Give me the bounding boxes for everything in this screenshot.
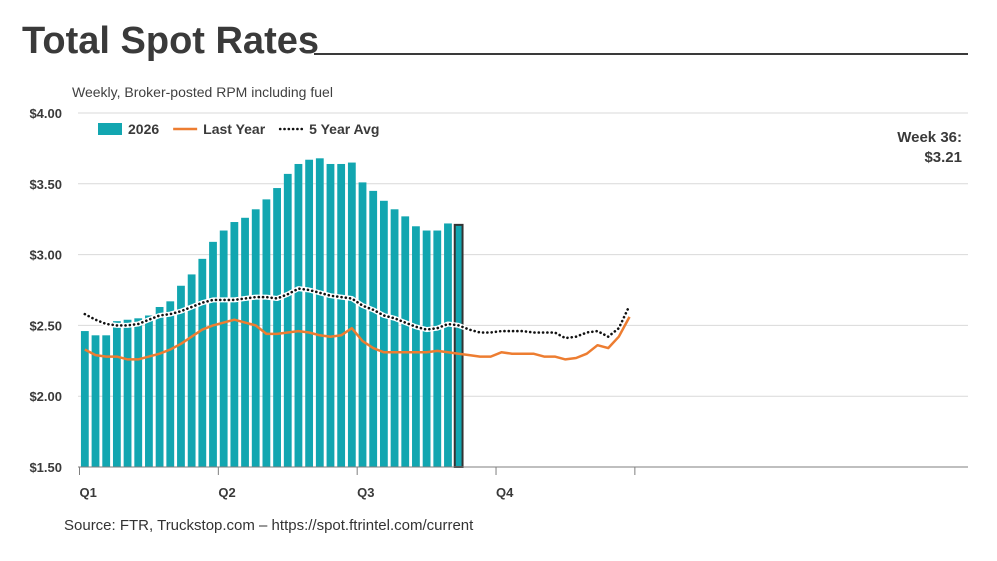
page-title: Total Spot Rates <box>22 20 319 62</box>
x-tick-label: Q1 <box>80 485 97 500</box>
bar-2026 <box>251 209 260 467</box>
bar-2026 <box>134 318 143 467</box>
bar-2026 <box>230 222 239 467</box>
y-tick-label: $3.50 <box>29 177 62 192</box>
bar-2026 <box>390 209 399 467</box>
x-tick-label: Q3 <box>357 485 374 500</box>
y-tick-label: $2.00 <box>29 389 62 404</box>
bar-2026 <box>412 226 420 467</box>
bar-2026-current-week <box>453 223 464 468</box>
y-tick-label: $1.50 <box>29 460 62 475</box>
y-tick-label: $3.00 <box>29 248 62 263</box>
source-note: Source: FTR, Truckstop.com – https://spo… <box>64 517 474 534</box>
bar-2026 <box>294 163 303 467</box>
x-tick-label: Q4 <box>496 485 514 500</box>
bar-2026 <box>91 335 100 467</box>
bar-2026 <box>337 163 346 467</box>
bar-2026 <box>112 321 121 467</box>
bar-2026 <box>401 216 410 467</box>
five-year-avg-line <box>83 287 631 340</box>
bar-2026 <box>273 188 281 467</box>
chart-subtitle: Weekly, Broker-posted RPM including fuel <box>72 84 333 100</box>
bar-2026 <box>347 162 356 467</box>
bar-2026 <box>145 315 153 467</box>
x-axis: Q1 Q2 Q3 Q4 <box>78 466 968 500</box>
bar-2026 <box>369 190 378 467</box>
bar-2026 <box>444 223 452 467</box>
series-lines <box>83 286 632 361</box>
bars-2026 <box>80 158 464 468</box>
legend[interactable]: 2026 Last Year 5 Year Avg <box>98 121 379 137</box>
legend-label-2026: 2026 <box>128 121 159 137</box>
bar-2026 <box>219 230 228 467</box>
legend-label-five-year-avg: 5 Year Avg <box>309 121 379 137</box>
bar-2026 <box>198 258 207 467</box>
bar-2026 <box>358 182 367 467</box>
bar-2026 <box>155 306 164 467</box>
bar-2026 <box>305 159 314 467</box>
bar-2026 <box>187 274 196 467</box>
annotation-week-label: Week 36: <box>897 129 962 146</box>
x-tick-label: Q2 <box>218 485 235 500</box>
bar-2026 <box>102 335 111 467</box>
y-tick-label: $4.00 <box>29 106 62 121</box>
title-underline <box>314 53 968 55</box>
legend-swatch-2026 <box>98 123 122 135</box>
bar-2026 <box>315 158 324 467</box>
legend-label-last-year: Last Year <box>203 121 266 137</box>
bar-2026 <box>80 331 89 467</box>
week-annotation: Week 36: $3.21 <box>897 129 962 166</box>
bar-2026 <box>209 241 217 467</box>
annotation-value-label: $3.21 <box>924 149 962 166</box>
bar-2026 <box>326 163 335 467</box>
y-tick-label: $2.50 <box>29 318 62 333</box>
bar-2026 <box>123 319 132 467</box>
bar-2026 <box>177 285 185 467</box>
last-year-line <box>84 316 631 361</box>
bar-2026 <box>166 301 175 467</box>
bar-2026 <box>379 200 388 468</box>
bar-2026 <box>433 230 442 467</box>
bar-2026 <box>241 217 249 467</box>
bar-2026 <box>422 230 431 467</box>
bar-2026 <box>283 173 292 467</box>
y-axis-ticks: $1.50 $2.00 $2.50 $3.00 $3.50 $4.00 <box>29 106 62 475</box>
